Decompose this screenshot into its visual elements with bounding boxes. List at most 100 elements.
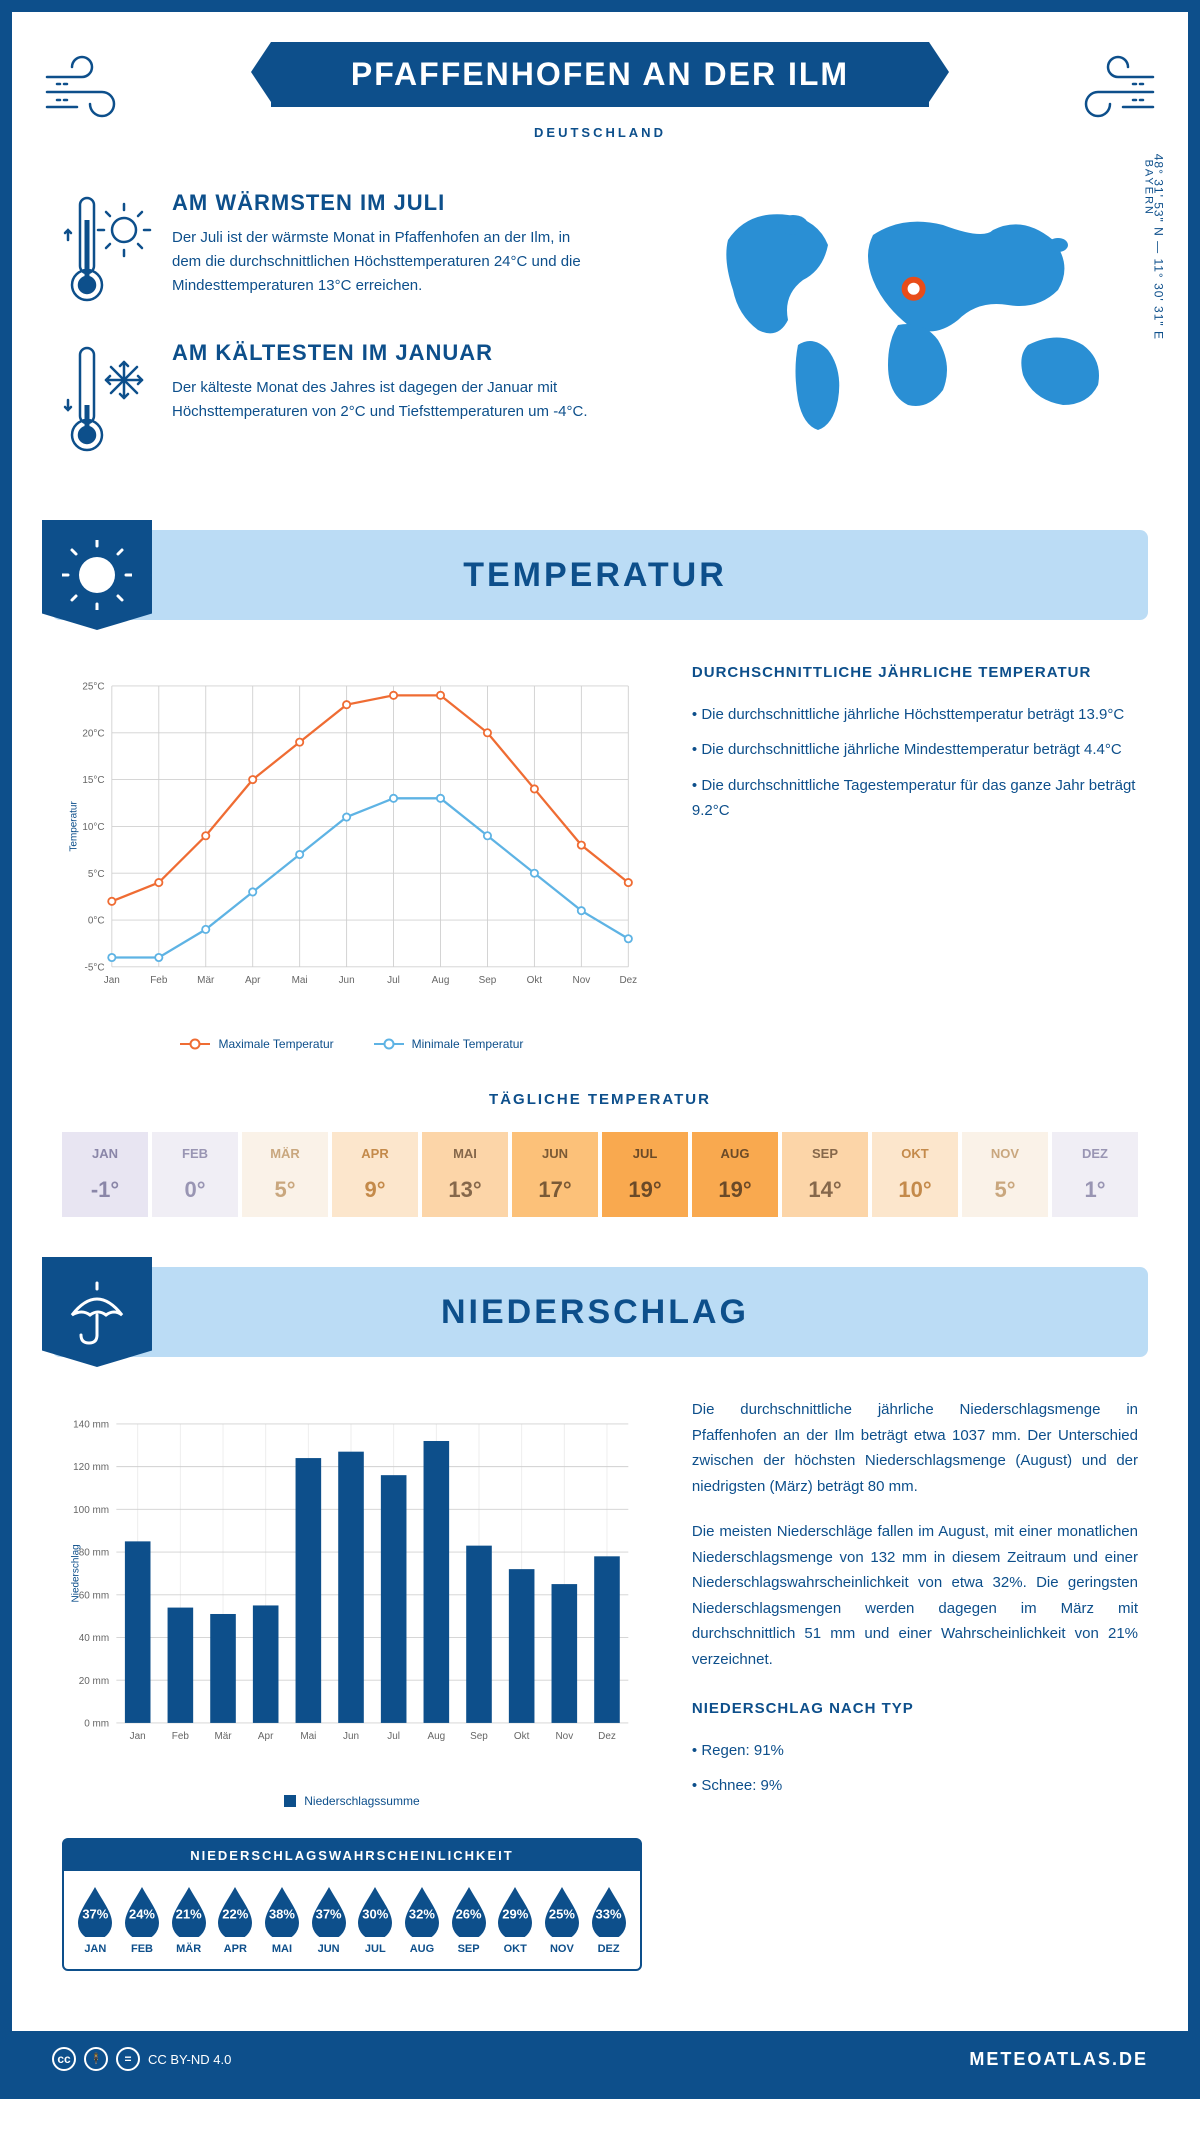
raindrop-icon: 37%	[74, 1885, 116, 1937]
svg-text:Feb: Feb	[150, 975, 168, 986]
svg-text:Nov: Nov	[555, 1731, 573, 1742]
svg-text:5°C: 5°C	[88, 869, 105, 880]
probability-cell: 38% MAI	[261, 1885, 304, 1955]
temp-cell: JUN17°	[512, 1132, 598, 1217]
svg-text:Feb: Feb	[172, 1731, 190, 1742]
coldest-title: AM KÄLTESTEN IM JANUAR	[172, 340, 592, 366]
temp-bullet: • Die durchschnittliche jährliche Höchst…	[692, 702, 1138, 728]
svg-text:25°C: 25°C	[82, 682, 104, 693]
header: PFAFFENHOFEN AN DER ILM DEUTSCHLAND	[12, 12, 1188, 160]
svg-text:0°C: 0°C	[88, 916, 105, 927]
svg-text:Temperatur: Temperatur	[68, 801, 79, 852]
svg-text:40 mm: 40 mm	[79, 1633, 109, 1644]
by-icon: 🕴	[84, 2047, 108, 2071]
legend-max-label: Maximale Temperatur	[218, 1037, 333, 1051]
raindrop-icon: 33%	[588, 1885, 630, 1937]
coordinates-label: 48° 31' 53" N — 11° 30' 31" E	[1151, 154, 1165, 340]
svg-text:Dez: Dez	[619, 975, 637, 986]
location-marker-icon	[905, 280, 923, 298]
temperature-section-bar: TEMPERATUR	[52, 530, 1148, 620]
raindrop-icon: 32%	[401, 1885, 443, 1937]
precipitation-section-bar: NIEDERSCHLAG	[52, 1267, 1148, 1357]
probability-cell: 26% SEP	[447, 1885, 490, 1955]
temp-cell: OKT10°	[872, 1132, 958, 1217]
warmest-text: Der Juli ist der wärmste Monat in Pfaffe…	[172, 226, 592, 298]
svg-text:Jan: Jan	[130, 1731, 146, 1742]
svg-text:Niederschlag: Niederschlag	[70, 1544, 81, 1602]
daily-temperature-section: TÄGLICHE TEMPERATUR JAN-1° FEB0° MÄR5° A…	[12, 1091, 1188, 1267]
probability-cell: 37% JUN	[307, 1885, 350, 1955]
daily-temp-title: TÄGLICHE TEMPERATUR	[62, 1091, 1138, 1108]
temp-bullet: • Die durchschnittliche Tagestemperatur …	[692, 773, 1138, 824]
thermometer-cold-icon	[62, 340, 152, 460]
precipitation-probability-box: NIEDERSCHLAGSWAHRSCHEINLICHKEIT 37% JAN …	[62, 1838, 642, 1971]
raindrop-icon: 37%	[308, 1885, 350, 1937]
svg-text:0 mm: 0 mm	[84, 1719, 109, 1730]
precip-legend-label: Niederschlagssumme	[304, 1794, 419, 1808]
footer: cc 🕴 = CC BY-ND 4.0 METEOATLAS.DE	[12, 2031, 1188, 2087]
precip-p2: Die meisten Niederschläge fallen im Augu…	[692, 1519, 1138, 1672]
svg-text:Jun: Jun	[343, 1731, 359, 1742]
precipitation-text: Die durchschnittliche jährliche Niedersc…	[692, 1397, 1138, 1971]
type-bullet: • Regen: 91%	[692, 1738, 1138, 1764]
raindrop-icon: 38%	[261, 1885, 303, 1937]
temperature-legend: Maximale Temperatur Minimale Temperatur	[62, 1037, 642, 1051]
svg-text:Okt: Okt	[514, 1731, 530, 1742]
precip-type-title: NIEDERSCHLAG NACH TYP	[692, 1696, 1138, 1722]
precip-p1: Die durchschnittliche jährliche Niedersc…	[692, 1397, 1138, 1499]
page-title: PFAFFENHOFEN AN DER ILM	[271, 42, 929, 107]
temp-cell: NOV5°	[962, 1132, 1048, 1217]
temp-cell: DEZ1°	[1052, 1132, 1138, 1217]
warmest-title: AM WÄRMSTEN IM JULI	[172, 190, 592, 216]
raindrop-icon: 24%	[121, 1885, 163, 1937]
svg-text:Sep: Sep	[470, 1731, 488, 1742]
probability-cell: 29% OKT	[494, 1885, 537, 1955]
world-map-icon	[698, 190, 1138, 450]
precipitation-legend: Niederschlagssumme	[62, 1794, 642, 1808]
probability-cell: 30% JUL	[354, 1885, 397, 1955]
cc-icon: cc	[52, 2047, 76, 2071]
thermometer-hot-icon	[62, 190, 152, 310]
svg-text:Mär: Mär	[214, 1731, 232, 1742]
svg-text:Mär: Mär	[197, 975, 215, 986]
intro-section: AM WÄRMSTEN IM JULI Der Juli ist der wär…	[12, 160, 1188, 530]
temp-cell: JUL19°	[602, 1132, 688, 1217]
svg-text:Mai: Mai	[300, 1731, 316, 1742]
svg-text:Apr: Apr	[245, 975, 261, 986]
svg-text:20 mm: 20 mm	[79, 1676, 109, 1687]
license-block: cc 🕴 = CC BY-ND 4.0	[52, 2047, 231, 2071]
svg-text:Mai: Mai	[292, 975, 308, 986]
precipitation-section-title: NIEDERSCHLAG	[152, 1293, 1148, 1332]
warmest-row: AM WÄRMSTEN IM JULI Der Juli ist der wär…	[62, 190, 658, 310]
probability-cell: 24% FEB	[121, 1885, 164, 1955]
temperature-summary: DURCHSCHNITTLICHE JÄHRLICHE TEMPERATUR •…	[692, 660, 1138, 1051]
svg-text:20°C: 20°C	[82, 728, 104, 739]
svg-text:Jul: Jul	[387, 1731, 400, 1742]
temp-cell: MÄR5°	[242, 1132, 328, 1217]
temp-cell: FEB0°	[152, 1132, 238, 1217]
svg-text:140 mm: 140 mm	[73, 1420, 109, 1431]
svg-text:Nov: Nov	[573, 975, 591, 986]
temperature-chart: -5°C0°C5°C10°C15°C20°C25°CJanFebMärAprMa…	[62, 660, 642, 1051]
svg-text:15°C: 15°C	[82, 775, 104, 786]
svg-text:Jul: Jul	[387, 975, 400, 986]
sun-icon	[42, 520, 152, 630]
page-subtitle: DEUTSCHLAND	[12, 125, 1188, 140]
umbrella-icon	[42, 1257, 152, 1367]
svg-text:Okt: Okt	[527, 975, 543, 986]
raindrop-icon: 21%	[168, 1885, 210, 1937]
probability-cell: 32% AUG	[401, 1885, 444, 1955]
svg-text:80 mm: 80 mm	[79, 1548, 109, 1559]
footer-brand: METEOATLAS.DE	[969, 2049, 1148, 2070]
svg-text:60 mm: 60 mm	[79, 1590, 109, 1601]
wind-icon-left	[42, 52, 142, 122]
temp-summary-title: DURCHSCHNITTLICHE JÄHRLICHE TEMPERATUR	[692, 660, 1138, 686]
legend-min-label: Minimale Temperatur	[412, 1037, 524, 1051]
svg-text:Aug: Aug	[432, 975, 450, 986]
type-bullet: • Schnee: 9%	[692, 1773, 1138, 1799]
raindrop-icon: 30%	[354, 1885, 396, 1937]
temperature-section-title: TEMPERATUR	[152, 556, 1148, 595]
svg-text:10°C: 10°C	[82, 822, 104, 833]
probability-cell: 37% JAN	[74, 1885, 117, 1955]
svg-text:Dez: Dez	[598, 1731, 616, 1742]
